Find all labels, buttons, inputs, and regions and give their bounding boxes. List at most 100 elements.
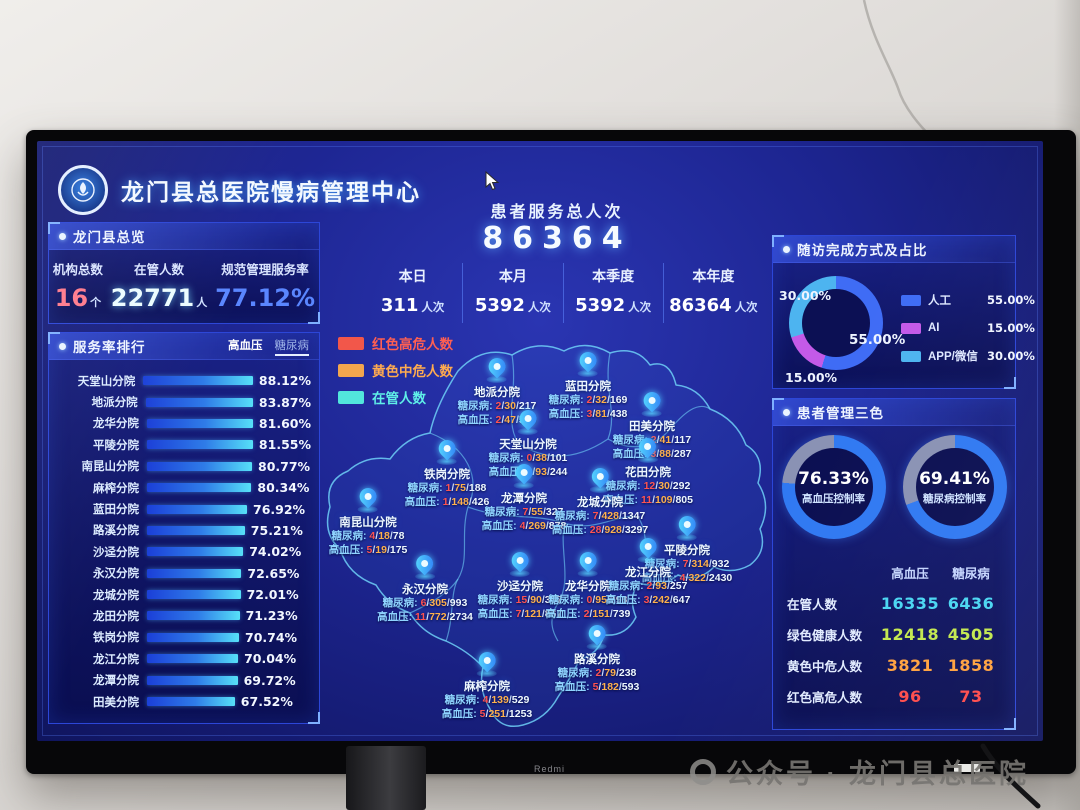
slash: /: [532, 452, 536, 464]
tv-frame: 龙门县总医院慢病管理中心 龙门县总览 机构总数 16 个在管人数 22771 人规范管理…: [26, 130, 1076, 774]
marker-stat-value: 188: [468, 482, 487, 494]
slash: /: [542, 506, 546, 518]
marker-stat-value: 244: [549, 465, 568, 478]
marker-stat-label: 糖尿病:: [605, 480, 644, 492]
slash: /: [508, 694, 512, 706]
marker-name: 龙城分院: [577, 497, 623, 509]
overview-stat-unit: 个: [90, 296, 102, 309]
marker-name: 南昆山分院: [339, 517, 397, 529]
map-marker-蓝田分院[interactable]: 蓝田分院 糖尿病: 2/32/169 高血压: 3/81/438: [549, 348, 627, 421]
legend-label: 黄色中危人数: [372, 364, 453, 379]
overview-stat: 在管人数 22771 人: [111, 259, 208, 312]
ranking-tabs: 高血压 糖尿病: [228, 337, 309, 356]
followup-legend-swatch: [901, 350, 921, 362]
ranking-percent: 80.34%: [257, 480, 310, 496]
map-marker-龙城分院[interactable]: 龙城分院 糖尿病: 7/428/1347 高血压: 28/928/3297: [552, 464, 648, 537]
marker-stat-value: 90: [530, 594, 542, 606]
ranking-row: 平陵分院 81.55%: [53, 434, 311, 455]
location-pin-icon: [584, 621, 610, 646]
ranking-percent: 70.04%: [244, 651, 297, 667]
marker-stat-value: 647: [672, 593, 691, 606]
marker-stat-value: 426: [471, 495, 490, 508]
marker-stat-value: 18: [378, 530, 390, 542]
panel-followup-methods: 随访完成方式及占比 30.00% 55.00% 15.00% 人工 55.00% A…: [772, 235, 1035, 389]
panel-header: 龙门县总览: [49, 223, 319, 250]
ranking-row: 天堂山分院 88.12%: [53, 370, 311, 391]
gauge-label: 糖尿病控制率: [923, 492, 986, 505]
service-stat-number: 311: [380, 295, 419, 316]
marker-stat-line: 糖尿病: 6/305/993: [377, 597, 473, 611]
ranking-percent: 83.87%: [258, 394, 311, 410]
marker-stat-label: 高血压:: [441, 707, 480, 720]
ranking-row: 永汉分院 72.65%: [53, 563, 311, 584]
location-pin-icon: [474, 648, 500, 673]
marker-stat-value: 3: [643, 593, 650, 606]
slash: /: [589, 607, 593, 620]
ranking-row: 龙田分院 71.23%: [53, 605, 311, 626]
map-marker-永汉分院[interactable]: 永汉分院 糖尿病: 6/305/993 高血压: 11/772/2734: [377, 551, 473, 624]
marker-stat-value: 117: [674, 434, 692, 446]
marker-stat-value: 287: [673, 447, 692, 460]
panel-service-rate-ranking: 服务率排行 高血压 糖尿病 天堂山分院 88.12% 地派分院 83.87% 龙华分院 81…: [48, 332, 320, 724]
pin-glow-ring: [436, 458, 457, 465]
marker-stat-line: 糖尿病: 2/93/257: [606, 580, 691, 594]
marker-stat-value: 928: [604, 523, 622, 536]
service-total-title: 患者服务总人次: [490, 204, 624, 221]
map-marker-南昆山分院[interactable]: 南昆山分院 糖尿病: 4/18/78 高血压: 5/19/175: [329, 484, 408, 557]
branch-name: 龙江分院: [93, 653, 139, 666]
marker-stat-value: 32: [595, 394, 607, 406]
control-rate-gauges: 76.33% 高血压控制率 69.41% 糖尿病控制率: [773, 435, 1015, 539]
map-marker-花田分院[interactable]: 花田分院 糖尿病: 12/30/292 高血压: 11/109/805: [603, 434, 693, 507]
marker-stat-value: 175: [389, 543, 408, 556]
pin-glow-ring: [677, 534, 697, 541]
slash: /: [446, 597, 450, 609]
service-stat-value: 86364 人次: [664, 295, 763, 316]
ranking-percent: 80.77%: [258, 458, 311, 474]
map-marker-沙迳分院[interactable]: 沙迳分院 糖尿病: 15/90/357 高血压: 7/121/867: [478, 548, 562, 621]
branch-name: 平陵分院: [92, 439, 139, 452]
ranking-bar: [147, 568, 242, 578]
bullet-dot-icon: [783, 245, 790, 253]
marker-name: 田美分院: [628, 421, 675, 433]
map-marker-龙江分院[interactable]: 龙江分院 糖尿病: 2/93/257 高血压: 3/242/647: [606, 534, 691, 607]
slash: /: [708, 558, 712, 570]
ranking-bar: [147, 654, 239, 664]
pin-glow-ring: [577, 570, 598, 577]
slash: /: [621, 523, 625, 536]
branch-name: 沙迳分院: [93, 546, 139, 559]
slash: /: [468, 495, 472, 508]
mouse-cursor-icon: [485, 171, 500, 191]
marker-stat-value: 151: [592, 607, 610, 620]
panel-title: 患者管理三色: [797, 406, 884, 421]
marker-stat-value: 6: [420, 597, 427, 609]
tab-高血压[interactable]: 高血压: [228, 339, 263, 352]
service-stat: 本年度 86364 人次: [662, 263, 763, 323]
pin-glow-ring: [586, 643, 607, 650]
ranking-bar: [146, 440, 253, 450]
map-marker-铁岗分院[interactable]: 铁岗分院 糖尿病: 1/75/188 高血压: 1/148/426: [405, 436, 490, 509]
map-marker-龙潭分院[interactable]: 龙潭分院 糖尿病: 7/55/327 高血压: 4/269/878: [482, 460, 566, 533]
pin-glow-ring: [641, 410, 662, 417]
marker-name: 路溪分院: [573, 654, 620, 666]
marker-stat-value: 5: [592, 680, 599, 693]
marker-stat-value: 78: [392, 530, 405, 542]
pin-glow-ring: [414, 573, 435, 580]
marker-stat-value: 121: [524, 607, 542, 620]
overview-stat-number: 22771: [110, 284, 195, 312]
service-stat-unit: 人次: [734, 302, 758, 314]
map-marker-麻榨分院[interactable]: 麻榨分院 糖尿病: 4/139/529 高血压: 5/251/1253: [441, 648, 532, 721]
tab-糖尿病[interactable]: 糖尿病: [274, 337, 309, 356]
branch-name: 田美分院: [93, 696, 139, 709]
marker-stat-value: 2734: [449, 610, 473, 623]
ranking-bar: [147, 461, 252, 471]
marker-stat-value: 88: [659, 447, 671, 460]
map-marker-龙华分院[interactable]: 龙华分院 糖尿病: 0/95/298 高血压: 2/151/739: [546, 548, 630, 621]
map-marker-路溪分院[interactable]: 路溪分院 糖尿病: 2/79/238 高血压: 5/182/593: [555, 621, 639, 694]
ranking-bar: [147, 525, 245, 535]
service-stat-value: 5392 人次: [564, 295, 663, 316]
marker-name: 龙江分院: [624, 567, 671, 579]
overview-stat-value: 22771 人: [111, 284, 208, 312]
